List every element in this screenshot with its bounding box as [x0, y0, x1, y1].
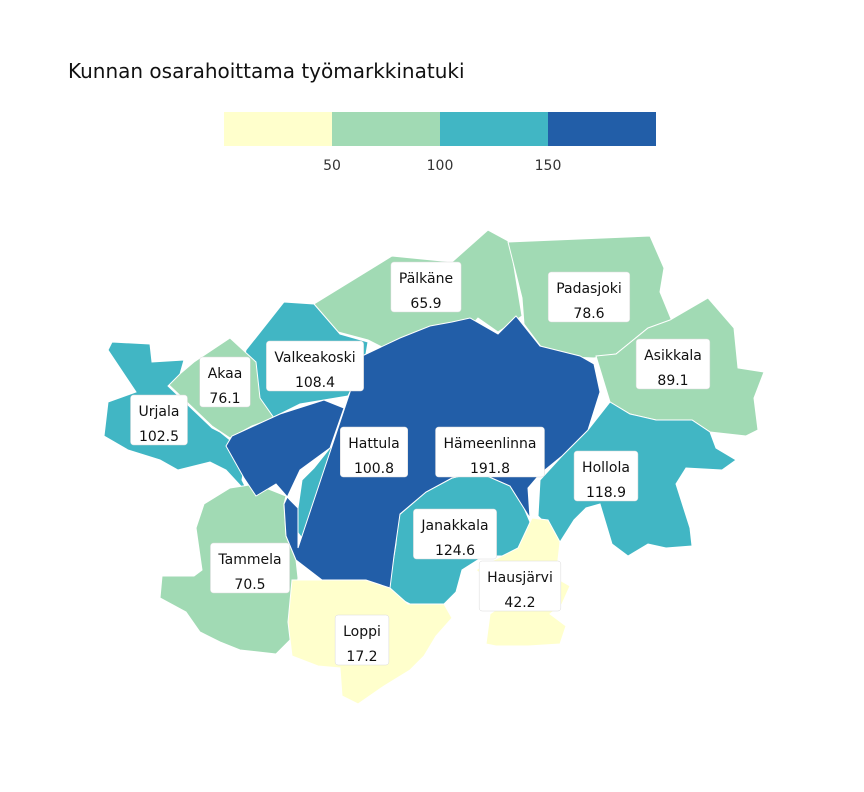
label-value-janakkala: 124.6	[435, 543, 475, 559]
label-janakkala: Janakkala 124.6	[413, 508, 497, 560]
label-value-akaa: 76.1	[209, 391, 240, 407]
label-value-asikkala: 89.1	[657, 373, 688, 389]
label-name-palkane: Pälkäne	[399, 271, 453, 287]
label-loppi: Loppi 17.2	[334, 614, 390, 666]
label-value-hattula: 100.8	[354, 461, 394, 477]
label-box-valkeakoski	[266, 340, 364, 392]
label-name-hollola: Hollola	[582, 460, 630, 476]
label-name-akaa: Akaa	[208, 366, 243, 382]
region-hameenlinna	[225, 315, 601, 589]
legend-tick-50: 50	[323, 158, 341, 174]
label-valkeakoski: Valkeakoski 108.4	[266, 340, 364, 392]
label-name-loppi: Loppi	[343, 624, 381, 640]
map-title: Kunnan osarahoittama työmarkkinatuki	[68, 59, 465, 83]
label-value-hameenlinna: 191.8	[470, 461, 510, 477]
label-name-tammela: Tammela	[217, 552, 281, 568]
label-name-urjala: Urjala	[139, 404, 180, 420]
label-hattula: Hattula 100.8	[340, 426, 408, 478]
label-box-loppi	[334, 614, 390, 666]
label-value-hollola: 118.9	[586, 485, 626, 501]
legend-swatch-1	[332, 112, 440, 146]
label-box-palkane	[390, 261, 462, 313]
label-name-valkeakoski: Valkeakoski	[274, 350, 355, 366]
label-palkane: Pälkäne 65.9	[390, 261, 462, 313]
legend-swatch-2	[440, 112, 548, 146]
label-name-janakkala: Janakkala	[420, 518, 488, 534]
label-value-urjala: 102.5	[139, 429, 179, 445]
label-value-hausjarvi: 42.2	[504, 595, 535, 611]
label-name-hausjarvi: Hausjärvi	[487, 570, 553, 586]
color-legend: 50 100 150	[224, 112, 656, 174]
label-urjala: Urjala 102.5	[130, 394, 188, 446]
label-box-janakkala	[413, 508, 497, 560]
label-box-hameenlinna	[435, 426, 545, 478]
legend-swatch-0	[224, 112, 332, 146]
label-value-palkane: 65.9	[410, 296, 441, 312]
label-value-valkeakoski: 108.4	[295, 375, 335, 391]
label-box-padasjoki	[547, 271, 631, 323]
legend-swatch-3	[548, 112, 656, 146]
label-hameenlinna: Hämeenlinna 191.8	[435, 426, 545, 478]
legend-tick-150: 150	[535, 158, 562, 174]
label-hausjarvi: Hausjärvi 42.2	[478, 560, 562, 612]
label-box-hausjarvi	[478, 560, 562, 612]
label-value-loppi: 17.2	[346, 649, 377, 665]
label-box-hattula	[340, 426, 408, 478]
label-box-asikkala	[635, 338, 711, 390]
label-box-hollola	[573, 450, 639, 502]
label-name-hameenlinna: Hämeenlinna	[444, 436, 537, 452]
label-akaa: Akaa 76.1	[199, 356, 251, 408]
label-name-hattula: Hattula	[348, 436, 399, 452]
label-box-urjala	[130, 394, 188, 446]
label-name-asikkala: Asikkala	[644, 348, 702, 364]
municipality-labels: Pälkäne 65.9 Padasjoki 78.6 Asikkala 89.1 Valk…	[130, 261, 711, 666]
label-box-tammela	[210, 542, 290, 594]
label-box-akaa	[199, 356, 251, 408]
label-hollola: Hollola 118.9	[573, 450, 639, 502]
label-asikkala: Asikkala 89.1	[635, 338, 711, 390]
label-value-tammela: 70.5	[234, 577, 265, 593]
legend-tick-100: 100	[427, 158, 454, 174]
label-tammela: Tammela 70.5	[210, 542, 290, 594]
label-name-padasjoki: Padasjoki	[556, 281, 622, 297]
label-padasjoki: Padasjoki 78.6	[547, 271, 631, 323]
label-value-padasjoki: 78.6	[573, 306, 604, 322]
